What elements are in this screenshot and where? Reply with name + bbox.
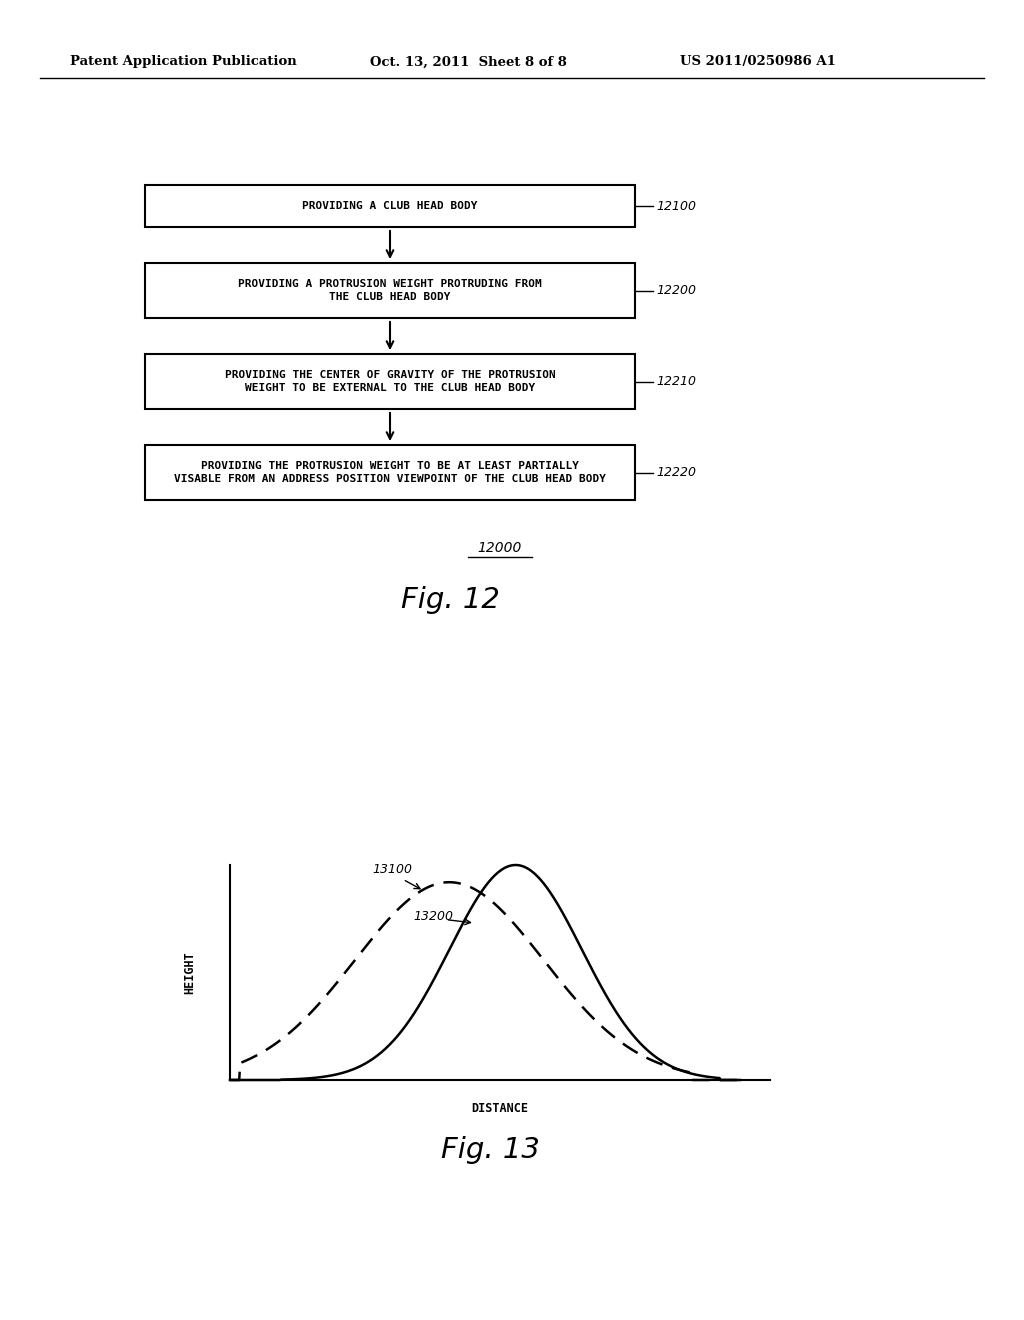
Text: PROVIDING A PROTRUSION WEIGHT PROTRUDING FROM
THE CLUB HEAD BODY: PROVIDING A PROTRUSION WEIGHT PROTRUDING…: [239, 279, 542, 302]
Text: Oct. 13, 2011  Sheet 8 of 8: Oct. 13, 2011 Sheet 8 of 8: [370, 55, 567, 69]
FancyBboxPatch shape: [145, 354, 635, 409]
Text: 12220: 12220: [656, 466, 696, 479]
Text: PROVIDING THE PROTRUSION WEIGHT TO BE AT LEAST PARTIALLY
VISABLE FROM AN ADDRESS: PROVIDING THE PROTRUSION WEIGHT TO BE AT…: [174, 461, 606, 484]
Text: PROVIDING A CLUB HEAD BODY: PROVIDING A CLUB HEAD BODY: [302, 201, 478, 211]
FancyBboxPatch shape: [145, 185, 635, 227]
Text: 13200: 13200: [414, 909, 454, 923]
FancyBboxPatch shape: [145, 445, 635, 500]
FancyBboxPatch shape: [145, 263, 635, 318]
Text: 12000: 12000: [478, 541, 522, 554]
Text: US 2011/0250986 A1: US 2011/0250986 A1: [680, 55, 836, 69]
Text: HEIGHT: HEIGHT: [183, 952, 197, 994]
Text: DISTANCE: DISTANCE: [471, 1101, 528, 1114]
Text: PROVIDING THE CENTER OF GRAVITY OF THE PROTRUSION
WEIGHT TO BE EXTERNAL TO THE C: PROVIDING THE CENTER OF GRAVITY OF THE P…: [224, 370, 555, 393]
Text: Fig. 13: Fig. 13: [440, 1137, 540, 1164]
Text: Fig. 12: Fig. 12: [400, 586, 500, 614]
Text: 12100: 12100: [656, 199, 696, 213]
Text: 12200: 12200: [656, 284, 696, 297]
Text: Patent Application Publication: Patent Application Publication: [70, 55, 297, 69]
Text: 13100: 13100: [373, 863, 413, 875]
Text: 12210: 12210: [656, 375, 696, 388]
